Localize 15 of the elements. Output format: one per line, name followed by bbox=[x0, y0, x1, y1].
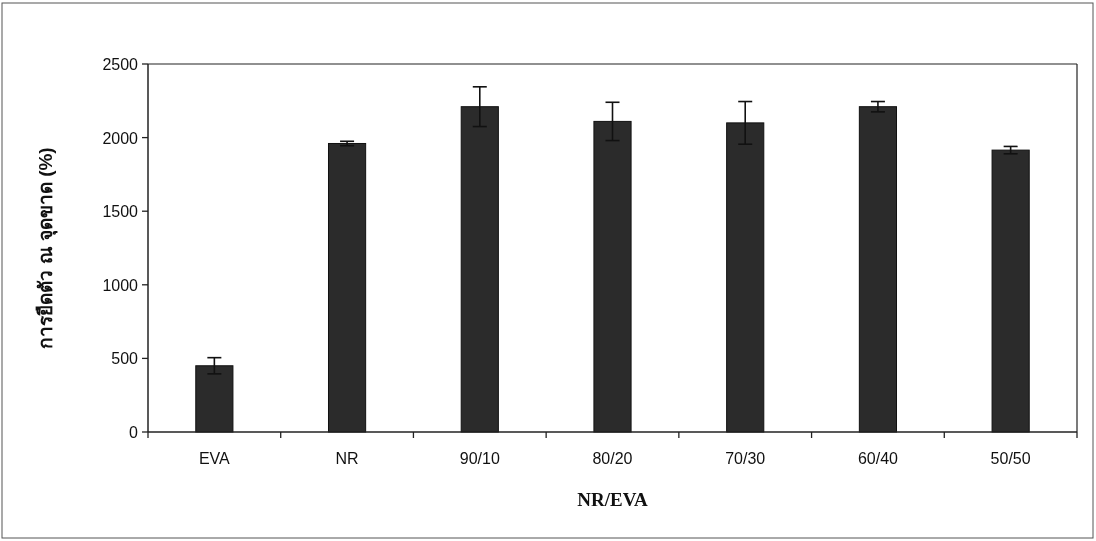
x-tick-label: 90/10 bbox=[459, 450, 500, 467]
x-tick-label: NR bbox=[335, 450, 359, 467]
y-axis-title: การยืดตัว ณ จุดขาด (%) bbox=[35, 147, 58, 349]
y-tick-label: 1500 bbox=[102, 203, 139, 221]
x-tick-label: 50/50 bbox=[990, 450, 1031, 467]
y-tick-label: 0 bbox=[129, 424, 139, 441]
x-axis-title: NR/EVA bbox=[577, 489, 648, 510]
y-tick-label: 1000 bbox=[102, 276, 139, 294]
y-tick-label: 2000 bbox=[102, 129, 139, 147]
y-tick-label: 2500 bbox=[102, 56, 139, 73]
x-tick-label: 60/40 bbox=[857, 450, 899, 467]
x-tick-label: EVA bbox=[198, 450, 231, 467]
x-tick-label: 80/20 bbox=[592, 450, 633, 467]
x-tick-label: 70/30 bbox=[725, 450, 766, 467]
y-tick-label: 500 bbox=[111, 350, 139, 368]
